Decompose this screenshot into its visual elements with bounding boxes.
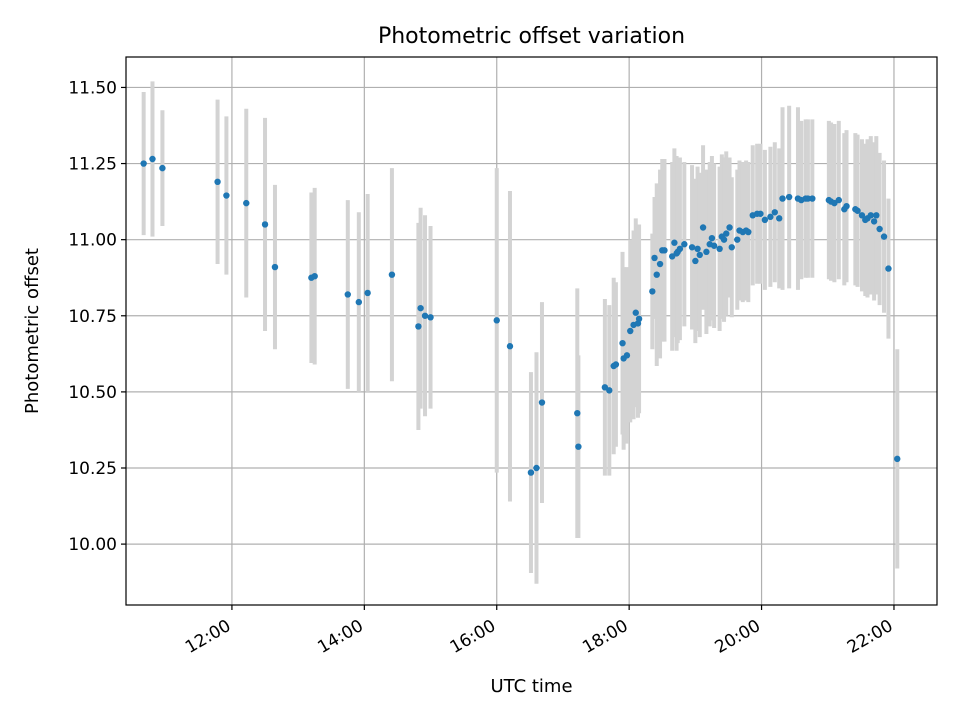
data-point	[415, 323, 421, 329]
y-tick-label: 10.00	[68, 535, 117, 555]
data-point	[734, 236, 740, 242]
chart-title: Photometric offset variation	[378, 24, 685, 49]
data-point	[533, 465, 539, 471]
data-point	[894, 456, 900, 462]
data-point	[776, 215, 782, 221]
data-point	[272, 264, 278, 270]
data-point	[871, 218, 877, 224]
data-point	[757, 211, 763, 217]
data-point	[762, 217, 768, 223]
data-point	[389, 271, 395, 277]
data-point	[694, 246, 700, 252]
data-point	[649, 288, 655, 294]
data-point	[681, 241, 687, 247]
data-point	[876, 226, 882, 232]
data-point	[729, 244, 735, 250]
data-point	[427, 314, 433, 320]
data-point	[692, 258, 698, 264]
data-point	[671, 240, 677, 246]
data-point	[709, 235, 715, 241]
data-point	[700, 224, 706, 230]
data-point	[627, 328, 633, 334]
data-point	[786, 194, 792, 200]
data-point	[779, 195, 785, 201]
y-tick-label: 10.25	[68, 459, 117, 479]
data-point	[873, 212, 879, 218]
y-tick-label: 11.00	[68, 231, 117, 251]
data-point	[726, 224, 732, 230]
data-point	[574, 410, 580, 416]
data-point	[422, 313, 428, 319]
data-point	[624, 352, 630, 358]
data-point	[140, 160, 146, 166]
data-point	[507, 343, 513, 349]
data-point	[619, 340, 625, 346]
y-tick-label: 10.50	[68, 383, 117, 403]
data-point	[661, 247, 667, 253]
data-point	[868, 212, 874, 218]
data-point	[223, 192, 229, 198]
data-point	[772, 209, 778, 215]
data-point	[697, 252, 703, 258]
data-point	[159, 165, 165, 171]
data-point	[885, 265, 891, 271]
data-point	[575, 443, 581, 449]
data-point	[613, 361, 619, 367]
data-point	[836, 197, 842, 203]
data-point	[262, 221, 268, 227]
data-point	[633, 310, 639, 316]
y-tick-label: 11.50	[68, 78, 117, 98]
y-axis-label: Photometric offset	[22, 248, 43, 414]
y-tick-label: 11.25	[68, 155, 117, 175]
data-point	[364, 290, 370, 296]
data-point	[636, 316, 642, 322]
data-point	[417, 305, 423, 311]
data-point	[657, 261, 663, 267]
data-point	[689, 244, 695, 250]
data-point	[809, 195, 815, 201]
data-point	[745, 229, 751, 235]
chart: 12:00 14:00 16:00 18:00 20:00 22:00 10.0010.2…	[0, 0, 960, 720]
data-point	[528, 469, 534, 475]
data-point	[606, 387, 612, 393]
y-tick-label: 10.75	[68, 307, 117, 327]
data-point	[711, 243, 717, 249]
data-point	[843, 203, 849, 209]
data-point	[311, 273, 317, 279]
data-point	[654, 271, 660, 277]
data-point	[243, 200, 249, 206]
data-point	[494, 317, 500, 323]
data-point	[356, 299, 362, 305]
data-point	[345, 291, 351, 297]
data-point	[723, 230, 729, 236]
data-point	[539, 399, 545, 405]
data-point	[651, 255, 657, 261]
data-point	[721, 236, 727, 242]
data-point	[214, 179, 220, 185]
x-axis-label: UTC time	[490, 676, 572, 697]
data-point	[881, 233, 887, 239]
data-point	[703, 249, 709, 255]
data-point	[716, 246, 722, 252]
data-point	[149, 156, 155, 162]
